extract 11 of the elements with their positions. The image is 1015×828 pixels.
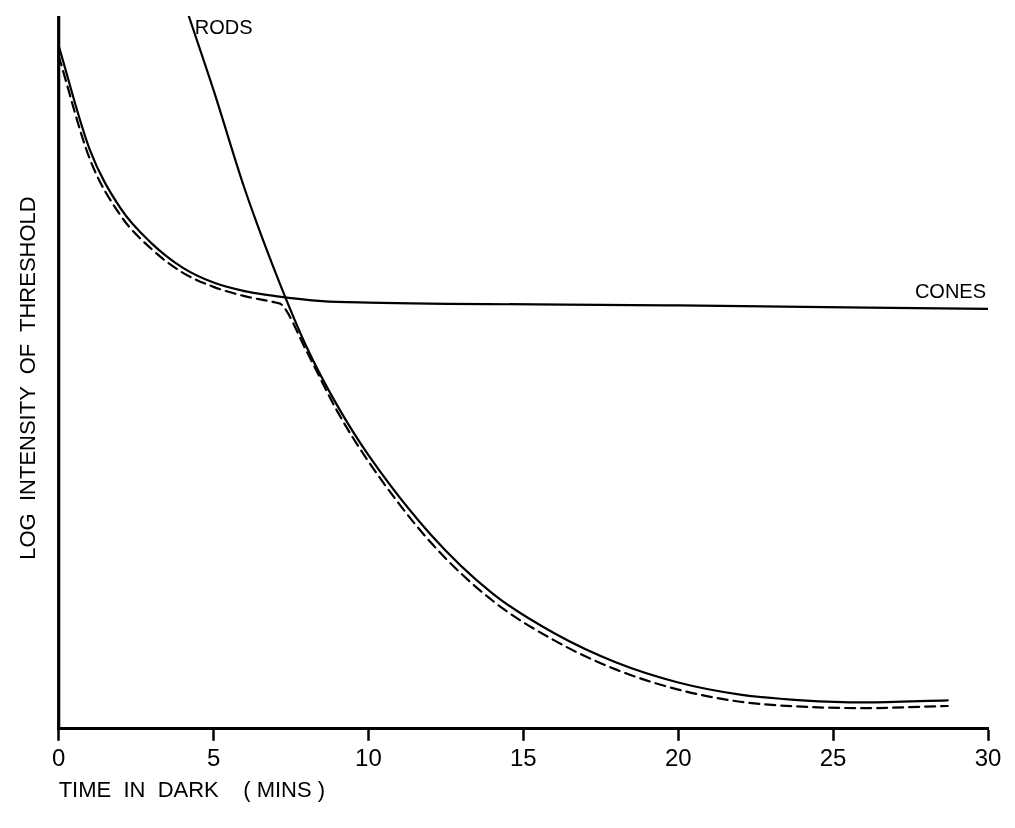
series-label: RODS [194, 15, 253, 38]
x-axis-title: TIME IN DARK ( MINS ) [58, 776, 326, 802]
series-label: CONES [914, 280, 986, 303]
x-tick-label: 30 [974, 743, 1002, 771]
x-tick-label: 0 [51, 743, 66, 771]
x-tick-label: 10 [355, 743, 382, 771]
x-tick-label: 15 [509, 743, 537, 771]
x-tick-label: 5 [206, 743, 221, 771]
x-tick-label: 25 [819, 743, 847, 771]
y-axis-title: LOG INTENSITY OF THRESHOLD [15, 196, 41, 560]
x-tick-label: 20 [664, 743, 692, 771]
